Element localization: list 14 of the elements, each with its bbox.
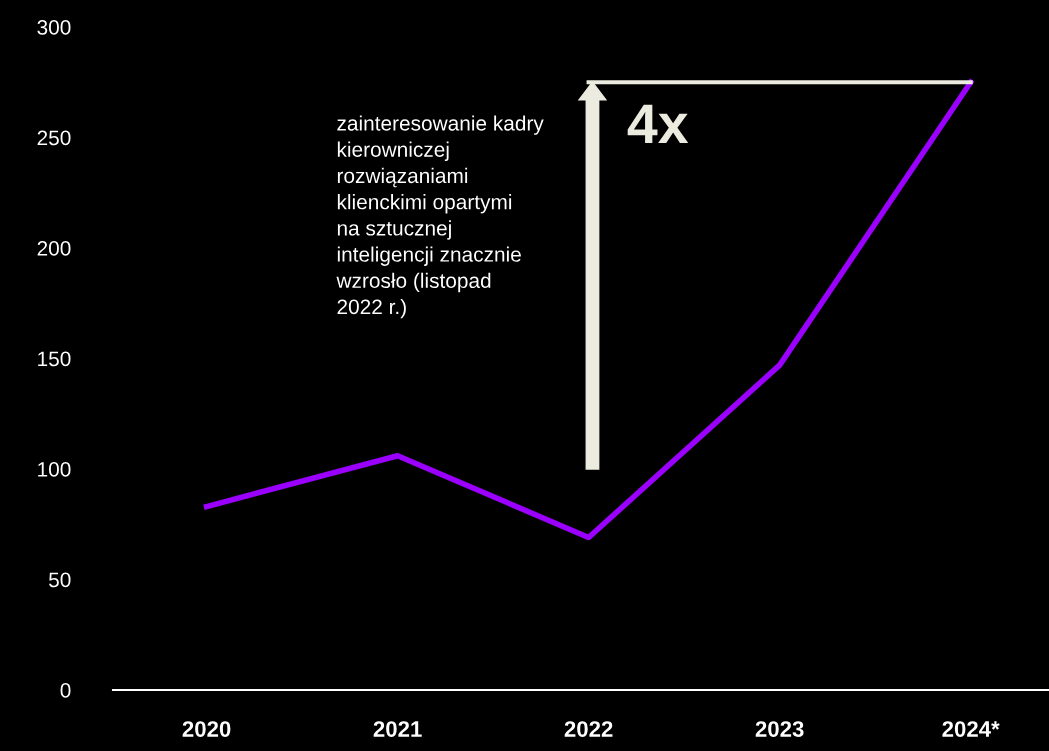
x-tick-label: 2022 — [564, 721, 613, 737]
x-tick-label: 2020 — [182, 721, 231, 737]
y-tick-label: 250 — [37, 130, 71, 146]
y-tick-label: 200 — [37, 241, 71, 256]
x-tick-label: 2021 — [373, 721, 422, 737]
y-tick-label: 50 — [49, 572, 71, 588]
y-tick-label: 300 — [37, 20, 71, 35]
annotation: 4x — [627, 104, 689, 144]
annotation: zainteresowanie kadry kierowniczej rozwiązaniami klienckimi opartymi na sztucznej inteligencji znacznie wzrosło (listopad 2022 r.) — [336, 115, 544, 319]
y-tick-label: 150 — [38, 351, 71, 367]
x-tick-label: 2023 — [755, 721, 804, 737]
y-tick-label: 100 — [38, 462, 71, 477]
y-tick-label: 0 — [60, 683, 71, 698]
x-tick-label: 2024* — [942, 721, 1000, 737]
